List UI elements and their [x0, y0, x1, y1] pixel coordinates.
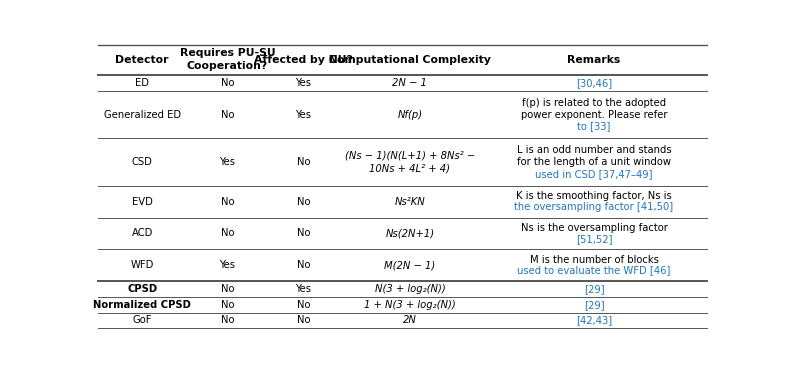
Text: Ns(2N+1): Ns(2N+1) — [385, 228, 434, 238]
Text: [51,52]: [51,52] — [575, 234, 612, 244]
Text: f(p) is related to the adopted: f(p) is related to the adopted — [522, 98, 666, 108]
Text: WFD: WFD — [130, 260, 154, 270]
Text: No: No — [297, 315, 310, 325]
Text: [42,43]: [42,43] — [576, 315, 612, 325]
Text: No: No — [297, 300, 310, 310]
Text: Ns²KN: Ns²KN — [395, 197, 425, 207]
Text: [30,46]: [30,46] — [576, 78, 612, 88]
Text: used to evaluate the WFD [46]: used to evaluate the WFD [46] — [517, 265, 670, 275]
Text: Detector: Detector — [115, 55, 169, 65]
Text: No: No — [297, 228, 310, 238]
Text: M(2N − 1): M(2N − 1) — [385, 260, 436, 270]
Text: power exponent. Please refer: power exponent. Please refer — [520, 110, 667, 120]
Text: CSD: CSD — [132, 157, 152, 167]
Text: [29]: [29] — [583, 284, 604, 294]
Text: Nf(p): Nf(p) — [397, 110, 422, 120]
Text: Yes: Yes — [295, 284, 312, 294]
Text: Ns is the oversampling factor: Ns is the oversampling factor — [520, 223, 667, 233]
Text: Normalized CPSD: Normalized CPSD — [93, 300, 192, 310]
Text: used in CSD [37,47–49]: used in CSD [37,47–49] — [535, 169, 652, 179]
Text: 1 + N(3 + log₂(N)): 1 + N(3 + log₂(N)) — [364, 300, 456, 310]
Text: No: No — [221, 315, 234, 325]
Text: No: No — [221, 228, 234, 238]
Text: [29]: [29] — [583, 300, 604, 310]
Text: ACD: ACD — [132, 228, 153, 238]
Text: Affected by NU?: Affected by NU? — [254, 55, 353, 65]
Text: K is the smoothing factor, Ns is: K is the smoothing factor, Ns is — [516, 192, 672, 201]
Text: No: No — [221, 78, 234, 88]
Text: No: No — [221, 300, 234, 310]
Text: Yes: Yes — [219, 260, 236, 270]
Text: Yes: Yes — [219, 157, 236, 167]
Text: No: No — [221, 110, 234, 120]
Text: 2N: 2N — [403, 315, 417, 325]
Text: Remarks: Remarks — [568, 55, 621, 65]
Text: Generalized ED: Generalized ED — [104, 110, 181, 120]
Text: GoF: GoF — [133, 315, 152, 325]
Text: No: No — [221, 197, 234, 207]
Text: ED: ED — [135, 78, 149, 88]
Text: to [33]: to [33] — [577, 121, 611, 131]
Text: No: No — [297, 260, 310, 270]
Text: M is the number of blocks: M is the number of blocks — [530, 255, 659, 265]
Text: Requires PU-SU
Cooperation?: Requires PU-SU Cooperation? — [180, 48, 276, 71]
Text: Yes: Yes — [295, 78, 312, 88]
Text: for the length of a unit window: for the length of a unit window — [517, 157, 671, 167]
Text: N(3 + log₂(N)): N(3 + log₂(N)) — [374, 284, 445, 294]
Text: No: No — [297, 157, 310, 167]
Text: the oversampling factor [41,50]: the oversampling factor [41,50] — [514, 202, 674, 212]
Text: (Ns − 1)(N(L+1) + 8Ns² −
10Ns + 4L² + 4): (Ns − 1)(N(L+1) + 8Ns² − 10Ns + 4L² + 4) — [345, 151, 475, 173]
Text: No: No — [297, 197, 310, 207]
Text: L is an odd number and stands: L is an odd number and stands — [517, 145, 671, 155]
Text: 2N − 1: 2N − 1 — [392, 78, 427, 88]
Text: EVD: EVD — [132, 197, 152, 207]
Text: CPSD: CPSD — [127, 284, 157, 294]
Text: Yes: Yes — [295, 110, 312, 120]
Text: No: No — [221, 284, 234, 294]
Text: Computational Complexity: Computational Complexity — [329, 55, 491, 65]
